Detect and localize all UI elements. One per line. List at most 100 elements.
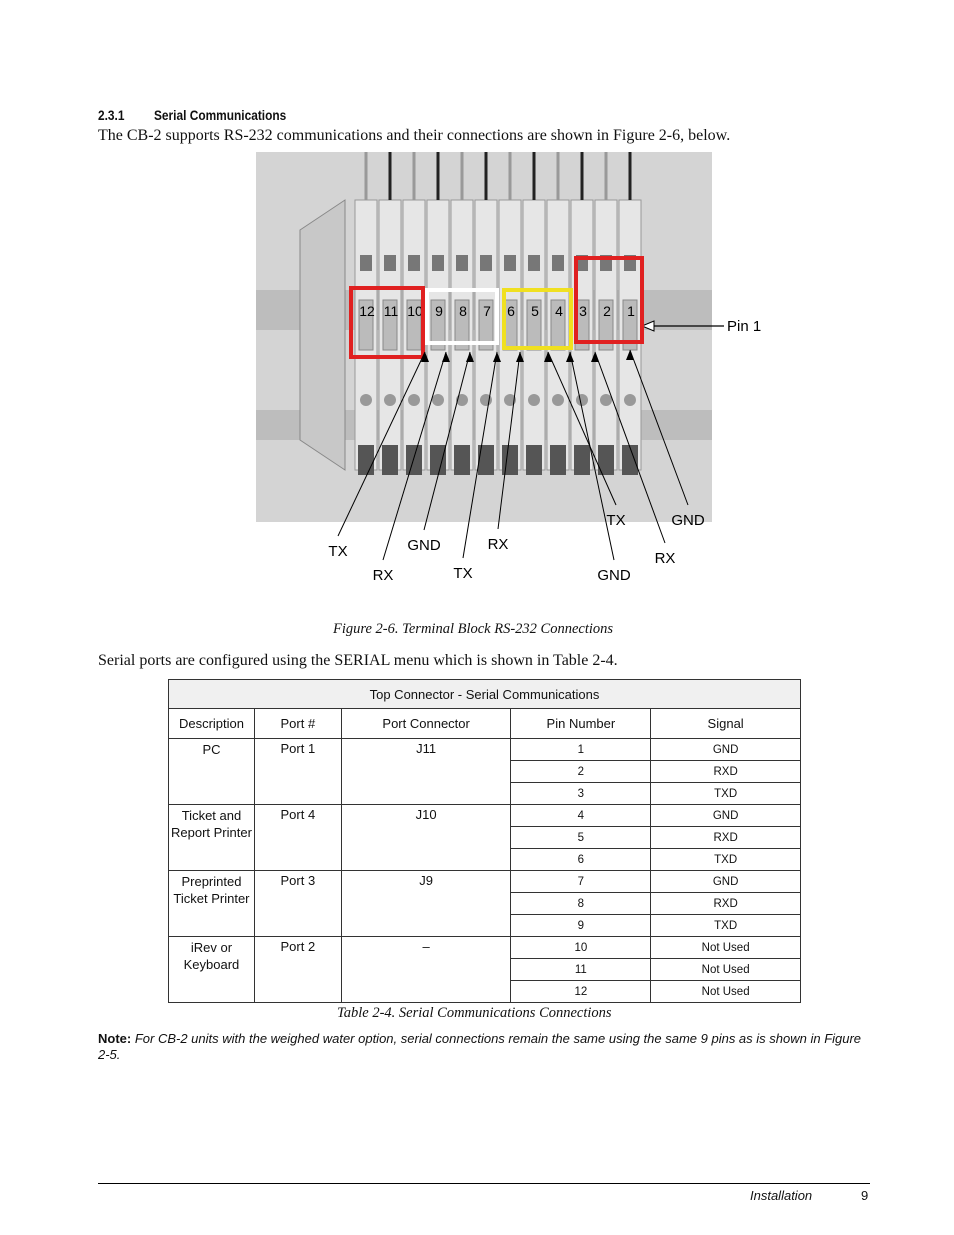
callout-label: TX xyxy=(606,512,625,529)
pin-number: 3 xyxy=(579,303,587,319)
screw xyxy=(576,394,588,406)
note-label: Note: xyxy=(98,1031,132,1046)
pin-number: 11 xyxy=(384,303,399,319)
header-row: Description Port # Port Connector Pin Numbe… xyxy=(168,708,801,739)
wire-slot xyxy=(598,445,614,475)
pin-number: 2 xyxy=(603,303,611,319)
slot xyxy=(478,299,494,351)
signal-cell: GND xyxy=(650,738,801,761)
table-row: Preprinted Ticket Printer Port 3 J9 7 GND xyxy=(168,870,801,937)
pin-cell: 5 xyxy=(510,826,652,849)
table: Top Connector - Serial Communications De… xyxy=(168,679,801,1003)
pin-number: 9 xyxy=(435,303,443,319)
paragraph: Serial ports are configured using the SE… xyxy=(98,652,618,669)
table-row: 12 Not Used xyxy=(169,980,801,1003)
callout-label: RX xyxy=(373,567,394,584)
pin-number: 5 xyxy=(531,303,539,319)
table-row: 3 TXD xyxy=(169,782,801,805)
screw xyxy=(360,394,372,406)
screw xyxy=(456,394,468,406)
arrowhead xyxy=(544,352,552,362)
pin-cell: 1 xyxy=(510,738,652,761)
pin-cell: 6 xyxy=(510,848,652,871)
wire-slot xyxy=(406,445,422,475)
table-row: 2 RXD xyxy=(169,760,801,783)
note: Note: For CB-2 units with the weighed wa… xyxy=(98,1031,870,1063)
note-text: For CB-2 units with the weighed water op… xyxy=(98,1031,862,1062)
signal-cell: Not Used xyxy=(650,936,801,959)
arrowhead xyxy=(516,352,524,362)
slot xyxy=(430,299,446,351)
callout-label: GND xyxy=(597,567,631,584)
callout-label: RX xyxy=(655,550,676,567)
callout-line xyxy=(569,351,615,561)
port-cell: Port 1 xyxy=(253,738,342,805)
signal-cell: RXD xyxy=(650,760,801,783)
page-number: 9 xyxy=(861,1188,869,1203)
signal-cell: GND xyxy=(650,870,801,893)
wire-slot xyxy=(430,445,446,475)
arrowhead xyxy=(591,352,599,362)
screw xyxy=(528,255,540,271)
pin-cell: 7 xyxy=(510,870,652,893)
section-title: Serial Communications xyxy=(154,107,287,123)
signal-cell: Not Used xyxy=(650,980,801,1003)
screw xyxy=(624,394,636,406)
wire-slot xyxy=(382,445,398,475)
arrowhead xyxy=(466,352,474,362)
pin-number: 4 xyxy=(555,303,563,319)
slot xyxy=(382,299,398,351)
footer-rule xyxy=(98,1183,870,1184)
pin-number: 1 xyxy=(627,303,635,319)
screw xyxy=(552,255,564,271)
description-cell: Preprinted Ticket Printer xyxy=(168,870,255,937)
slot xyxy=(454,299,470,351)
port-cell: Port 4 xyxy=(253,804,342,871)
screw xyxy=(432,255,444,271)
description-cell: iRev or Keyboard xyxy=(168,936,255,1003)
arrowhead xyxy=(421,352,429,362)
callout-line xyxy=(629,349,689,506)
signal-cell: RXD xyxy=(650,826,801,849)
wire-slot xyxy=(550,445,566,475)
header-cell: Description xyxy=(168,708,255,739)
wire-slot xyxy=(622,445,638,475)
pin1-label: Pin 1 xyxy=(727,318,761,335)
slot xyxy=(358,299,374,351)
intro: The CB-2 supports RS-232 communications … xyxy=(98,127,731,144)
section-number: 2.3.1 xyxy=(98,107,125,123)
wire-slot xyxy=(358,445,374,475)
screw xyxy=(408,394,420,406)
signal-cell: GND xyxy=(650,804,801,827)
callout-line xyxy=(462,351,498,559)
header-cell: Pin Number xyxy=(510,708,652,739)
pin-cell: 2 xyxy=(510,760,652,783)
arrowhead xyxy=(566,352,574,362)
signal-cell: Not Used xyxy=(650,958,801,981)
callout-label: GND xyxy=(407,537,441,554)
pin-number: 7 xyxy=(483,303,491,319)
table-row: PC Port 1 J11 1 GND xyxy=(168,738,801,805)
pin-cell: 12 xyxy=(510,980,652,1003)
slot xyxy=(598,299,614,351)
figure: Pin 1 12 11 10 9 8 7 6 5 4 3 2 1 TX RX GND TX RX TX GND RX G… xyxy=(256,152,761,584)
signal-cell: TXD xyxy=(650,782,801,805)
table-row: 8 RXD xyxy=(169,892,801,915)
highlight-box xyxy=(502,288,573,350)
description-cell: Ticket and Report Printer xyxy=(168,804,255,871)
wire-slot xyxy=(526,445,542,475)
screw xyxy=(384,394,396,406)
table-caption: Table 2-4. Serial Communications Connect… xyxy=(337,1005,612,1021)
table-title: Top Connector - Serial Communications xyxy=(168,679,801,709)
connector-cell: J10 xyxy=(340,804,512,871)
pin-cell: 3 xyxy=(510,782,652,805)
arrowhead xyxy=(493,352,501,362)
screw xyxy=(552,394,564,406)
wire-slot xyxy=(502,445,518,475)
callout-label: TX xyxy=(328,543,347,560)
table-row: 11 Not Used xyxy=(169,958,801,981)
highlight-box xyxy=(349,286,425,359)
pin-cell: 10 xyxy=(510,936,652,959)
figure-caption: Figure 2-6. Terminal Block RS-232 Connec… xyxy=(333,621,614,637)
table-row: 6 TXD xyxy=(169,848,801,871)
